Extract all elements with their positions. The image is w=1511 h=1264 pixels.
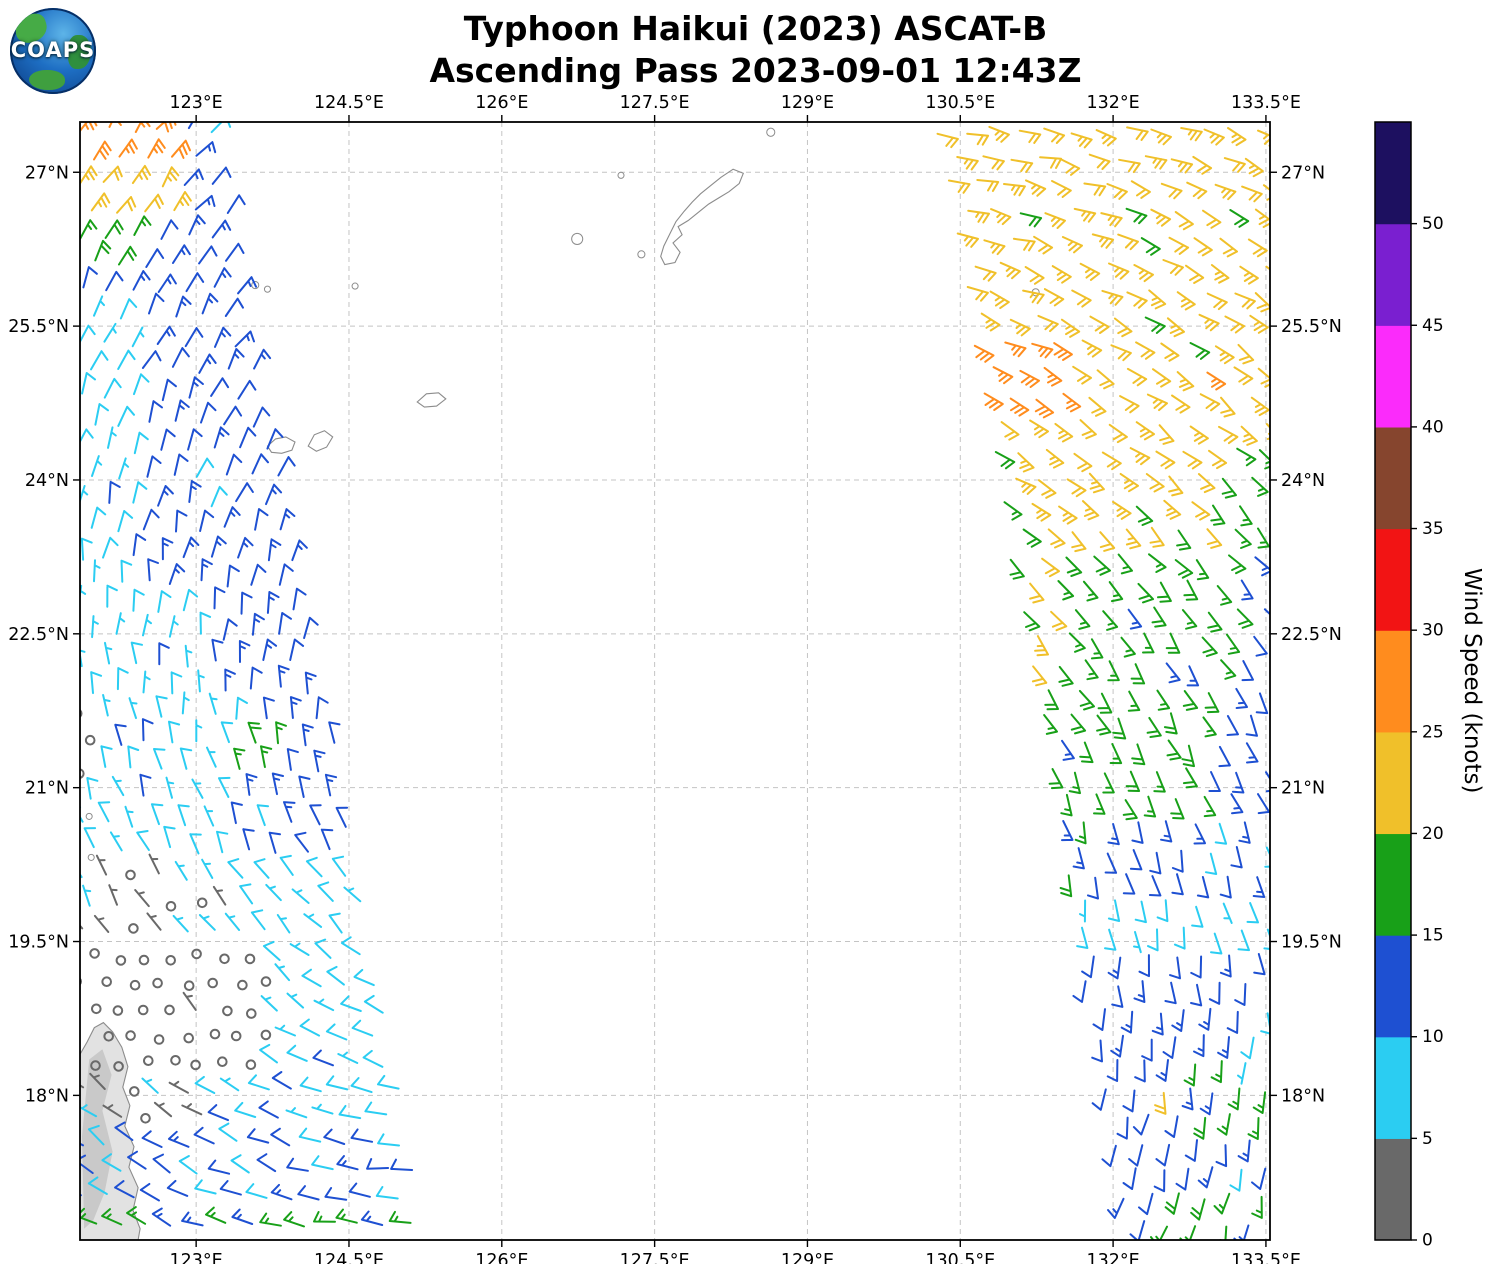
x-tick-label-bottom: 133.5°E [1231,1251,1301,1264]
y-tick-label-left: 27°N [25,163,69,183]
x-tick-label-top: 123°E [170,93,223,113]
colorbar-tick-label: 20 [1422,824,1444,844]
x-tick-label-top: 130.5°E [925,93,995,113]
x-tick-label-bottom: 127.5°E [620,1251,690,1264]
x-tick-label-top: 127.5°E [620,93,690,113]
y-tick-label-left: 25.5°N [8,317,69,337]
title-line1: Typhoon Haikui (2023) ASCAT-B [463,9,1048,48]
colorbar-tick-label: 5 [1422,1129,1433,1149]
gridlines [80,122,1270,1240]
colorbar-tick-label: 25 [1422,722,1444,742]
logo-text: COAPS [10,38,96,63]
y-tick-label-left: 22.5°N [8,625,69,645]
y-tick-label-left: 24°N [25,471,69,491]
y-tick-label-right: 24°N [1281,471,1325,491]
x-tick-label-top: 124.5°E [314,93,384,113]
y-tick-label-right: 18°N [1281,1086,1325,1106]
x-tick-label-bottom: 129°E [781,1251,834,1264]
globe-landmass [68,35,91,69]
colorbar-tick-label: 50 [1422,214,1444,234]
plot-border [79,121,1271,1241]
coaps-logo: COAPS [10,8,96,94]
x-tick-label-bottom: 126°E [475,1251,528,1264]
x-tick-label-top: 126°E [475,93,528,113]
x-tick-label-top: 133.5°E [1231,93,1301,113]
y-tick-label-right: 27°N [1281,163,1325,183]
colorbar-tick-label: 30 [1422,621,1444,641]
x-tick-label-top: 129°E [781,93,834,113]
coastlines [80,127,1040,1240]
x-tick-label-bottom: 132°E [1086,1251,1139,1264]
figure-title: Typhoon Haikui (2023) ASCAT-B Ascending … [0,8,1511,92]
y-tick-label-right: 19.5°N [1281,933,1342,953]
globe-landmass [29,70,65,90]
axes: 123°E 123°E 124.5°E 124.5°E 126°E 126°E 127.5°… [8,93,1342,1264]
colorbar-tick-label: 40 [1422,417,1444,437]
y-tick-label-right: 22.5°N [1281,625,1342,645]
x-tick-label-bottom: 124.5°E [314,1251,384,1264]
colorbar-tick-label: 15 [1422,926,1444,946]
colorbar-tick-label: 35 [1422,519,1444,539]
wind-barbs [80,122,1270,1240]
y-tick-label-right: 25.5°N [1281,317,1342,337]
colorbar-tick-label: 0 [1422,1231,1433,1251]
x-tick-label-top: 132°E [1086,93,1139,113]
title-line2: Ascending Pass 2023-09-01 12:43Z [429,51,1082,91]
x-tick-label-bottom: 123°E [170,1251,223,1264]
colorbar: 0 5 10 15 20 25 30 35 40 45 50 [1374,121,1444,1251]
x-tick-label-bottom: 130.5°E [925,1251,995,1264]
colorbar-axis-label: Wind Speed (knots) [1459,568,1485,794]
globe-icon: COAPS [10,8,96,94]
colorbar-tick-label: 10 [1422,1027,1444,1047]
y-tick-label-left: 19.5°N [8,933,69,953]
y-tick-label-left: 18°N [25,1086,69,1106]
y-tick-label-left: 21°N [25,779,69,799]
colorbar-tick-label: 45 [1422,316,1444,336]
y-tick-label-right: 21°N [1281,779,1325,799]
